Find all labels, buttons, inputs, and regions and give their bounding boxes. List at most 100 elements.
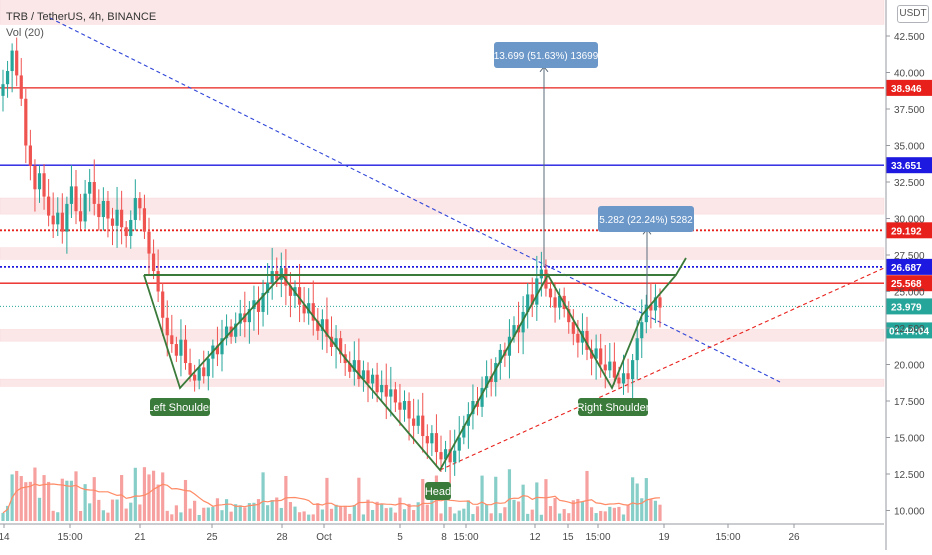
time-tick-label[interactable]: 15:00 xyxy=(57,532,82,543)
volume-bar xyxy=(384,508,388,521)
candle-body xyxy=(270,271,274,283)
time-tick-label[interactable]: 15:00 xyxy=(715,532,740,543)
pattern-label[interactable]: Left Shoulder xyxy=(147,402,213,414)
candle-body xyxy=(33,165,37,190)
price-tick-label: 30.000 xyxy=(894,215,925,226)
time-axis[interactable]: 14 15:00 21 25 28 Oct 5 8 15:00 12 15 15:00 19 15:00 2… xyxy=(0,523,884,543)
volume-bar xyxy=(37,497,42,521)
volume-bar xyxy=(311,514,315,521)
volume-bar xyxy=(494,476,498,521)
pattern-label-bg[interactable] xyxy=(425,482,451,500)
level-label-bg[interactable] xyxy=(886,298,932,315)
volume-bar xyxy=(348,513,352,521)
trend-lines[interactable] xyxy=(49,17,885,471)
time-tick-label[interactable]: 19 xyxy=(658,532,670,543)
candle-body xyxy=(576,333,580,343)
volume-bar xyxy=(626,505,630,521)
volume-bar xyxy=(339,506,343,521)
pattern-line[interactable] xyxy=(143,257,687,472)
candle-body xyxy=(69,186,74,204)
measure-tools[interactable]: 13.699 (51.63%) 13699 5.282 (22.24%) 5282 xyxy=(494,42,694,307)
candle-body xyxy=(402,401,407,410)
time-tick-label[interactable]: 14 xyxy=(0,532,10,543)
uptrend-line[interactable] xyxy=(439,267,885,471)
volume-bar xyxy=(635,483,639,521)
candle-body xyxy=(457,437,461,451)
level-label-bg[interactable] xyxy=(886,258,932,275)
candle-body xyxy=(151,253,156,272)
volume-bar xyxy=(393,512,397,521)
pattern-label[interactable]: Right Shoulder xyxy=(577,402,650,414)
time-tick-label[interactable]: 12 xyxy=(529,532,541,543)
candle-body xyxy=(284,268,288,286)
time-tick-label[interactable]: 25 xyxy=(206,532,218,543)
currency-button[interactable]: USDT xyxy=(897,5,929,23)
downtrend-line[interactable] xyxy=(49,17,781,383)
measure-label-bg[interactable] xyxy=(598,206,694,232)
level-label[interactable]: 33.651 xyxy=(891,161,922,172)
level-label[interactable]: 23.979 xyxy=(891,302,922,313)
level-label-bg[interactable] xyxy=(886,157,932,174)
level-label[interactable]: 25.568 xyxy=(891,279,922,290)
level-label-bg[interactable] xyxy=(886,79,932,96)
candle-body xyxy=(106,200,110,219)
time-tick-label[interactable]: 28 xyxy=(276,532,288,543)
time-tick-label[interactable]: 21 xyxy=(134,532,146,543)
volume-bar xyxy=(471,514,475,521)
candle-body xyxy=(142,208,147,232)
volume-bar xyxy=(343,505,347,521)
time-tick-label[interactable]: 15 xyxy=(562,532,574,543)
candle-body xyxy=(621,373,626,384)
volume-bar xyxy=(457,510,461,521)
candle-body xyxy=(10,50,14,72)
time-tick-label[interactable]: 15:00 xyxy=(453,532,478,543)
measure-label[interactable]: 13.699 (51.63%) 13699 xyxy=(494,51,599,62)
head-and-shoulders-pattern[interactable]: Left Shoulder Head Right Shoulder xyxy=(143,257,687,500)
volume-bar xyxy=(512,499,516,521)
level-label[interactable]: 26.687 xyxy=(891,263,922,274)
time-tick-label[interactable]: 5 xyxy=(397,532,403,543)
pattern-label[interactable]: Head xyxy=(425,486,451,498)
time-tick-label[interactable]: 26 xyxy=(788,532,800,543)
time-tick-label[interactable]: 15:00 xyxy=(585,532,610,543)
candle-body xyxy=(170,335,174,345)
candle-body xyxy=(352,360,356,372)
volume-bar xyxy=(83,484,87,521)
symbol-line: TRB / TetherUS, 4h, BINANCE xyxy=(6,11,157,23)
pattern-label-bg[interactable] xyxy=(578,398,648,416)
volume-bar xyxy=(293,506,297,521)
candle-body xyxy=(261,292,265,312)
candle-body xyxy=(165,317,169,336)
price-axis[interactable]: 42.500 40.000 37.500 35.000 32.500 30.000 27.5… xyxy=(885,0,925,550)
volume-bar xyxy=(288,502,293,521)
level-label[interactable]: 29.192 xyxy=(891,226,922,237)
candle-body xyxy=(5,71,10,85)
level-label-bg[interactable] xyxy=(886,275,932,292)
candle-body xyxy=(635,338,639,361)
volume-bar xyxy=(220,510,224,521)
time-tick-label[interactable]: Oct xyxy=(316,532,332,543)
candle-body xyxy=(361,370,366,380)
candle-body xyxy=(348,363,352,372)
volume-bar xyxy=(179,512,183,521)
measure-label[interactable]: 5.282 (22.24%) 5282 xyxy=(599,215,693,226)
volume-bar xyxy=(608,506,612,521)
volume-bar xyxy=(653,500,658,521)
candle-body xyxy=(530,294,534,305)
candle-body xyxy=(375,374,379,393)
candle-body xyxy=(521,311,525,333)
volume-series xyxy=(1,467,662,521)
candle-body xyxy=(238,313,242,324)
pattern-label-bg[interactable] xyxy=(150,398,210,416)
candle-body xyxy=(526,294,530,312)
level-label[interactable]: 38.946 xyxy=(891,84,922,95)
volume-bar xyxy=(15,470,19,521)
volume-bar xyxy=(234,504,238,521)
level-label-bg[interactable] xyxy=(886,222,932,239)
measure-label-bg[interactable] xyxy=(494,42,598,68)
volume-bar xyxy=(475,506,480,521)
time-tick-label[interactable]: 8 xyxy=(441,532,447,543)
volume-bar xyxy=(585,470,589,521)
